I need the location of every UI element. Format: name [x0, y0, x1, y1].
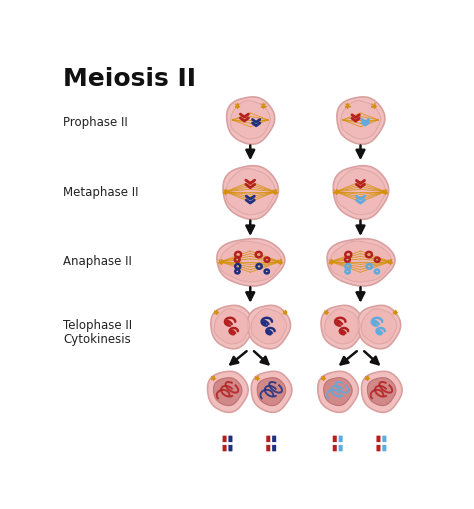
FancyBboxPatch shape — [338, 436, 343, 451]
Text: Anaphase II: Anaphase II — [63, 254, 132, 267]
Polygon shape — [367, 378, 396, 406]
Polygon shape — [214, 309, 250, 344]
Polygon shape — [362, 372, 402, 412]
Polygon shape — [211, 306, 254, 349]
Polygon shape — [227, 98, 275, 145]
FancyBboxPatch shape — [333, 436, 337, 451]
Polygon shape — [330, 242, 392, 282]
Polygon shape — [358, 306, 401, 349]
Polygon shape — [213, 378, 242, 406]
Text: Metaphase II: Metaphase II — [63, 186, 138, 199]
FancyBboxPatch shape — [376, 436, 381, 451]
Polygon shape — [251, 372, 292, 412]
FancyBboxPatch shape — [383, 436, 386, 451]
FancyBboxPatch shape — [228, 436, 232, 451]
Polygon shape — [208, 372, 248, 412]
FancyBboxPatch shape — [222, 436, 227, 451]
Polygon shape — [257, 378, 286, 406]
Polygon shape — [333, 166, 389, 220]
Polygon shape — [325, 309, 360, 344]
Polygon shape — [318, 372, 358, 412]
Polygon shape — [217, 239, 285, 287]
Text: Telophase II: Telophase II — [63, 318, 132, 331]
Polygon shape — [341, 101, 381, 139]
Polygon shape — [251, 309, 287, 344]
Polygon shape — [220, 242, 282, 282]
Polygon shape — [321, 306, 364, 349]
Polygon shape — [324, 378, 352, 406]
Text: Meiosis II: Meiosis II — [63, 67, 196, 91]
Text: Prophase II: Prophase II — [63, 116, 128, 128]
Text: Cytokinesis: Cytokinesis — [63, 332, 131, 345]
Polygon shape — [361, 309, 397, 344]
Polygon shape — [336, 169, 385, 215]
FancyBboxPatch shape — [272, 436, 276, 451]
FancyBboxPatch shape — [266, 436, 270, 451]
Polygon shape — [231, 101, 270, 139]
Polygon shape — [327, 239, 395, 287]
Polygon shape — [337, 98, 385, 145]
Polygon shape — [247, 306, 291, 349]
Polygon shape — [223, 166, 278, 220]
Polygon shape — [226, 169, 275, 215]
